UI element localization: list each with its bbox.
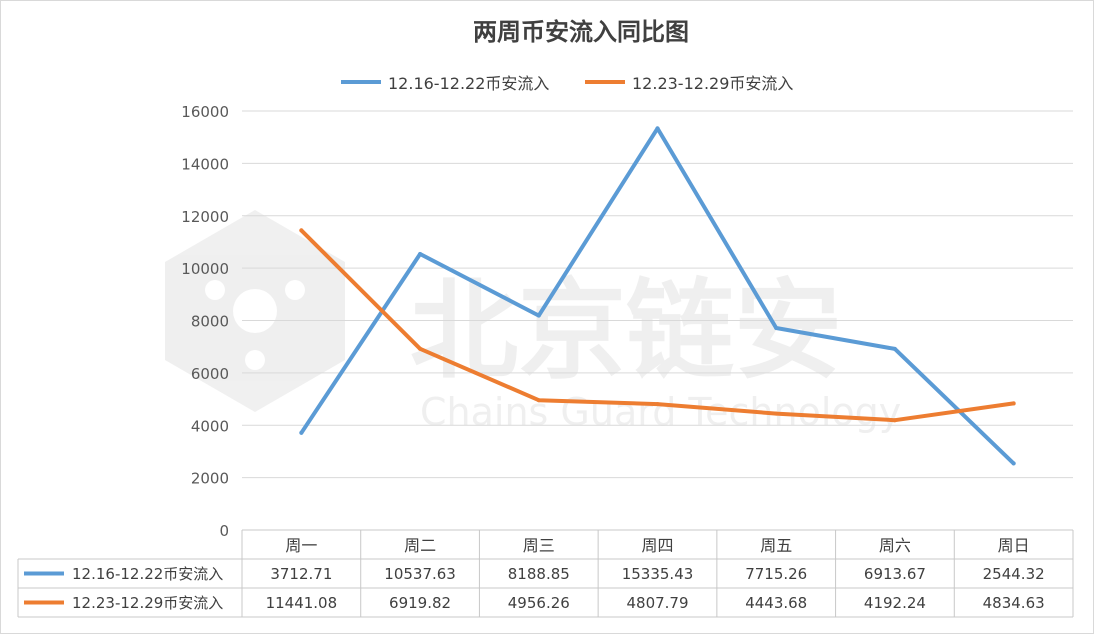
x-category-label: 周二 [404, 536, 436, 555]
y-tick-label: 2000 [191, 470, 229, 488]
watermark-logo-icon [165, 210, 345, 412]
data-point [774, 411, 779, 416]
legend-label-2: 12.23-12.29币安流入 [632, 74, 793, 93]
data-point [892, 346, 897, 351]
y-tick-label: 0 [219, 522, 229, 540]
y-tick-label: 16000 [181, 103, 229, 121]
data-point [418, 252, 423, 257]
table-cell: 4443.68 [745, 594, 807, 612]
x-category-label: 周四 [641, 536, 673, 555]
y-tick-label: 10000 [181, 260, 229, 278]
table-cell: 7715.26 [745, 565, 807, 583]
y-tick-label: 12000 [181, 208, 229, 226]
x-category-label: 周三 [523, 536, 555, 555]
data-point [774, 325, 779, 330]
x-category-label: 周五 [760, 536, 792, 555]
table-cell: 10537.63 [384, 565, 456, 583]
watermark-cn: 北京链安 [410, 269, 842, 394]
legend-label-1: 12.16-12.22币安流入 [388, 74, 549, 93]
data-point [1011, 401, 1016, 406]
chart-title: 两周币安流入同比图 [473, 18, 689, 46]
data-point [1011, 461, 1016, 466]
table-cell: 4807.79 [626, 594, 688, 612]
table-cell: 6913.67 [864, 565, 926, 583]
x-category-label: 周六 [879, 536, 911, 555]
data-point [655, 126, 660, 131]
table-cell: 4192.24 [864, 594, 926, 612]
data-point [536, 398, 541, 403]
y-tick-label: 6000 [191, 365, 229, 383]
watermark: 北京链安 Chains Guard Technology [165, 210, 901, 434]
table-cell: 4834.63 [983, 594, 1045, 612]
data-point [418, 346, 423, 351]
y-tick-label: 14000 [181, 155, 229, 173]
legend: 12.16-12.22币安流入 12.23-12.29币安流入 [341, 74, 793, 93]
x-category-label: 周日 [998, 536, 1030, 555]
y-tick-label: 8000 [191, 313, 229, 331]
data-point [655, 402, 660, 407]
table-series-label: 12.16-12.22币安流入 [72, 565, 223, 583]
table-series-label: 12.23-12.29币安流入 [72, 594, 223, 612]
table-cell: 2544.32 [983, 565, 1045, 583]
y-tick-label: 4000 [191, 417, 229, 435]
data-point [536, 313, 541, 318]
watermark-en: Chains Guard Technology [420, 390, 901, 434]
table-cell: 3712.71 [270, 565, 332, 583]
table-cell: 11441.08 [266, 594, 338, 612]
data-point [299, 228, 304, 233]
x-category-label: 周一 [285, 536, 317, 555]
table-cell: 6919.82 [389, 594, 451, 612]
data-point [299, 430, 304, 435]
table-cell: 4956.26 [508, 594, 570, 612]
table-cell: 15335.43 [622, 565, 694, 583]
data-point [892, 418, 897, 423]
table-cell: 8188.85 [508, 565, 570, 583]
